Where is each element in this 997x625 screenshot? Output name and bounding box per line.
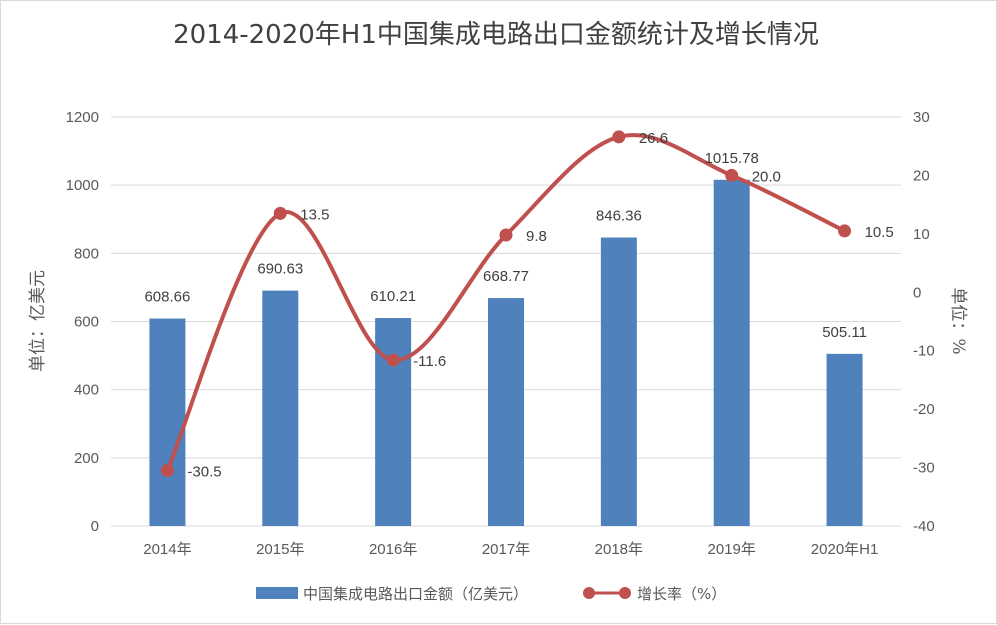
line-data-label: -30.5: [187, 463, 221, 480]
line-data-label: 10.5: [865, 224, 894, 241]
y-right-tick-label: -20: [913, 401, 935, 418]
legend: 中国集成电路出口金额（亿美元） 增长率（%）: [256, 585, 726, 603]
bar: [262, 290, 299, 526]
growth-rate-point: [725, 168, 739, 182]
y-right-tick-label: 0: [913, 284, 921, 301]
line-data-label: -11.6: [413, 353, 446, 370]
legend-line-label: 增长率（%）: [637, 585, 726, 603]
bar-data-label: 668.77: [483, 268, 529, 285]
bar-data-label: 846.36: [596, 208, 642, 225]
legend-bar-label: 中国集成电路出口金额（亿美元）: [303, 585, 528, 603]
y-axis-right-label: 单位：%: [948, 287, 968, 354]
bar: [149, 318, 186, 526]
x-tick-label: 2015年: [256, 541, 304, 558]
bar-data-label: 608.66: [144, 289, 190, 306]
y-left-tick-label: 400: [74, 382, 99, 399]
growth-rate-point: [273, 206, 287, 220]
x-tick-label: 2017年: [482, 541, 530, 558]
y-right-tick-label: -30: [913, 460, 935, 477]
bar-data-label: 505.11: [822, 324, 867, 341]
y-axis-left-label: 单位：亿美元: [28, 270, 48, 372]
legend-line-marker: [583, 587, 595, 599]
bar: [600, 237, 637, 527]
y-right-tick-label: 10: [913, 226, 930, 243]
y-left-tick-label: 800: [74, 245, 99, 262]
y-left-tick-label: 600: [74, 314, 99, 331]
y-right-tick-label: 30: [913, 109, 930, 126]
y-right-tick-label: -10: [913, 343, 935, 360]
legend-bar-swatch: [256, 587, 298, 599]
growth-rate-line: [165, 133, 847, 473]
bar-data-label: 610.21: [370, 288, 416, 305]
x-tick-label: 2020年H1: [811, 541, 879, 558]
legend-line-marker: [619, 587, 631, 599]
growth-rate-point: [386, 353, 400, 367]
y-right-tick-label: 20: [913, 167, 930, 184]
x-tick-label: 2018年: [595, 541, 643, 558]
line-data-label: 20.0: [752, 168, 781, 185]
growth-rate-point: [838, 224, 852, 238]
bar-data-label: 690.63: [257, 261, 303, 278]
x-tick-label: 2019年: [708, 541, 756, 558]
y-left-tick-label: 0: [91, 518, 99, 535]
bar: [713, 179, 750, 526]
y-right-tick-label: -40: [913, 518, 935, 535]
line-data-label: 13.5: [300, 206, 329, 223]
x-tick-label: 2014年: [143, 541, 191, 558]
chart-title: 2014-2020年H1中国集成电路出口金额统计及增长情况: [173, 20, 819, 50]
bar: [488, 298, 524, 526]
growth-rate-point: [612, 130, 626, 144]
y-left-tick-label: 1200: [66, 109, 99, 126]
growth-rate-point: [499, 228, 513, 242]
bar: [826, 353, 863, 526]
y-left-tick-label: 200: [74, 450, 99, 467]
line-data-label: 26.6: [639, 130, 668, 147]
line-data-label: 9.8: [526, 228, 547, 245]
x-tick-label: 2016年: [369, 541, 417, 558]
bar: [375, 318, 412, 526]
y-left-tick-label: 1000: [66, 177, 99, 194]
bar-data-label: 1015.78: [705, 150, 759, 167]
growth-rate-point: [160, 463, 174, 477]
